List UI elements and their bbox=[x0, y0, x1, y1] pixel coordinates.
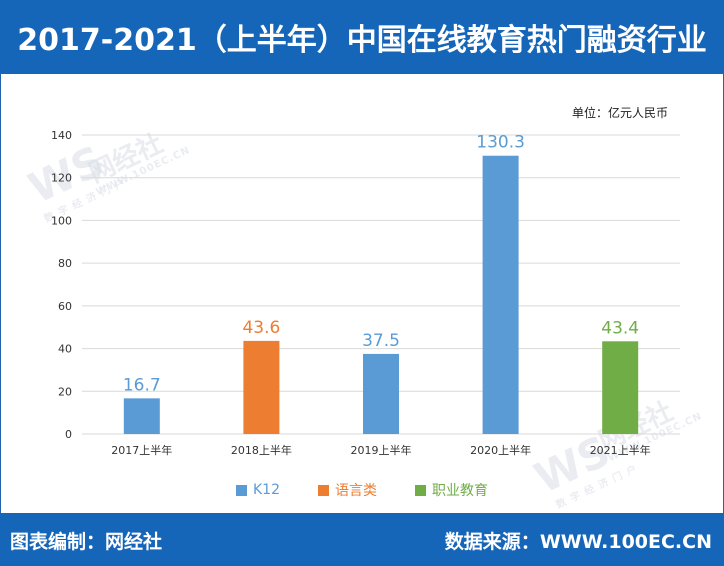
value-label-2: 37.5 bbox=[362, 331, 400, 351]
x-tick-label-0: 2017上半年 bbox=[111, 443, 172, 457]
legend-swatch-language bbox=[318, 484, 329, 496]
x-tick-label-3: 2020上半年 bbox=[470, 443, 531, 457]
value-label-4: 43.4 bbox=[601, 318, 639, 338]
footer-source-label: 数据来源： bbox=[444, 531, 540, 553]
unit-label: 单位：亿元人民币 bbox=[571, 106, 668, 120]
value-label-0: 16.7 bbox=[123, 375, 161, 395]
bar-0 bbox=[123, 398, 160, 434]
value-label-3: 130.3 bbox=[476, 133, 525, 153]
header-bar: 2017-2021（上半年）中国在线教育热门融资行业 bbox=[0, 0, 724, 74]
bar-3 bbox=[482, 155, 519, 434]
footer-source: 数据来源：WWW.100EC.CN bbox=[445, 527, 712, 554]
page-title: 2017-2021（上半年）中国在线教育热门融资行业 bbox=[17, 23, 707, 58]
y-tick-label-120: 120 bbox=[51, 172, 72, 185]
x-tick-label-4: 2021上半年 bbox=[590, 443, 651, 457]
value-label-1: 43.6 bbox=[242, 318, 280, 338]
bar-1 bbox=[243, 340, 280, 434]
bar-4 bbox=[602, 341, 639, 434]
y-tick-label-140: 140 bbox=[51, 129, 72, 142]
footer-credit: 图表编制：网经社 bbox=[10, 527, 162, 554]
footer-credit-label: 图表编制： bbox=[10, 531, 106, 553]
legend: K12 语言类 职业教育 bbox=[0, 480, 724, 500]
x-tick-label-1: 2018上半年 bbox=[231, 443, 292, 457]
legend-swatch-vocational bbox=[415, 484, 426, 496]
y-tick-label-80: 80 bbox=[58, 257, 72, 270]
legend-label-language: 语言类 bbox=[335, 483, 377, 499]
footer-credit-value: 网经社 bbox=[105, 531, 163, 553]
x-tick-label-2: 2019上半年 bbox=[351, 443, 412, 457]
legend-label-k12: K12 bbox=[253, 482, 280, 498]
legend-item-language: 语言类 bbox=[318, 480, 377, 500]
legend-item-k12: K12 bbox=[236, 480, 280, 500]
y-tick-label-60: 60 bbox=[58, 300, 72, 313]
footer-bar: 图表编制：网经社 数据来源：WWW.100EC.CN bbox=[0, 513, 724, 566]
bar-2 bbox=[363, 353, 399, 434]
y-tick-label-0: 0 bbox=[65, 428, 72, 441]
legend-label-vocational: 职业教育 bbox=[432, 483, 488, 499]
y-tick-label-100: 100 bbox=[51, 214, 72, 227]
y-tick-label-40: 40 bbox=[58, 343, 72, 356]
legend-swatch-k12 bbox=[236, 484, 247, 496]
footer-source-value: WWW.100EC.CN bbox=[539, 531, 712, 553]
y-tick-label-20: 20 bbox=[58, 385, 72, 398]
legend-item-vocational: 职业教育 bbox=[415, 480, 488, 500]
